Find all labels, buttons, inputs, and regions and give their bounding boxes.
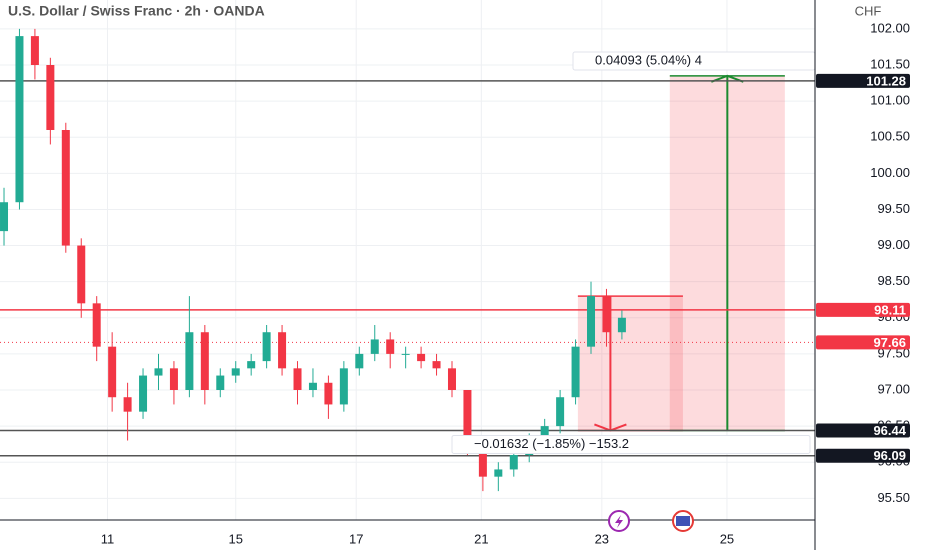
icon (615, 515, 623, 528)
price-axis: 95.5096.0096.5097.0097.5098.0098.5099.00… (816, 20, 910, 505)
y-tick-label: 101.00 (870, 93, 910, 108)
candle-body (417, 353, 426, 362)
y-tick-label: 99.00 (877, 237, 910, 252)
currency-label: CHF (855, 3, 882, 18)
icon (676, 516, 690, 526)
y-tick-label: 100.50 (870, 129, 910, 144)
candle-body (617, 317, 626, 333)
candle-body (432, 361, 441, 369)
chart-title: U.S. Dollar / Swiss Franc · 2h · OANDA (8, 3, 265, 19)
candle-body (247, 361, 256, 369)
y-tick-label: 97.00 (877, 381, 910, 396)
candle-body (509, 455, 518, 470)
x-tick-label: 15 (228, 531, 242, 546)
price-badge (816, 335, 910, 350)
candle-body (123, 397, 132, 412)
candle-body (308, 382, 317, 390)
price-badge (816, 73, 910, 88)
price-badge (816, 423, 910, 438)
y-tick-label: 101.50 (870, 56, 910, 71)
candle-body (556, 397, 565, 427)
candle-body (386, 339, 395, 354)
candle-body (200, 332, 209, 390)
candle-body (339, 368, 348, 405)
price-badge (816, 302, 910, 317)
candle-body (46, 65, 55, 130)
candle-body (571, 346, 580, 398)
candle-body (463, 390, 472, 448)
candle-body (0, 202, 9, 232)
candle-body (185, 332, 194, 390)
y-tick-label: 100.00 (870, 165, 910, 180)
x-tick-label: 17 (349, 531, 363, 546)
candle-body (602, 296, 611, 333)
price-badge-label: 98.11 (874, 302, 906, 317)
x-tick-label: 25 (720, 531, 734, 546)
candle-body (30, 36, 39, 65)
candle-body (231, 368, 240, 376)
candle-body (370, 339, 379, 354)
price-badge-label: 97.66 (873, 335, 906, 350)
candle-body (92, 303, 101, 347)
x-tick-label: 23 (595, 531, 609, 546)
candle-body (401, 353, 410, 355)
candle-body (15, 36, 24, 203)
zone-label: −0.01632 (−1.85%) −153.2 (474, 436, 629, 451)
candle-body (139, 375, 148, 412)
y-tick-label: 95.50 (877, 490, 910, 505)
x-tick-label: 21 (474, 531, 488, 546)
event-icons (608, 510, 694, 532)
price-badge-label: 101.28 (866, 73, 906, 88)
candle-body (77, 245, 86, 304)
zone-label-box (451, 434, 811, 454)
plot: 0.04093 (5.04%) 4 −0.01632 (−1.85%) −153.… (0, 28, 816, 492)
candle-body (154, 368, 163, 376)
x-tick-label: 11 (101, 531, 115, 546)
y-tick-label: 102.00 (870, 20, 910, 35)
zone-label: 0.04093 (5.04%) 4 (595, 52, 702, 67)
price-badge (816, 448, 910, 463)
candle-body (293, 368, 302, 390)
y-tick-label: 98.50 (877, 273, 910, 288)
candle-body (447, 368, 456, 390)
candle-body (587, 296, 596, 347)
zone (577, 296, 683, 431)
arrow-head (710, 74, 744, 83)
y-tick-label: 99.50 (877, 201, 910, 216)
candle-body (262, 332, 271, 362)
candle-body (494, 469, 503, 477)
candle-body (216, 375, 225, 390)
price-badge-label: 96.44 (873, 423, 906, 438)
candle-body (540, 426, 549, 441)
candle-body (278, 332, 287, 369)
candle-body (478, 447, 487, 477)
candle-body (61, 130, 70, 246)
candle-body (108, 346, 117, 398)
candle-body (324, 382, 333, 405)
candle-body (169, 368, 178, 390)
candle-body (355, 353, 364, 369)
price-badge-label: 96.09 (873, 448, 906, 463)
